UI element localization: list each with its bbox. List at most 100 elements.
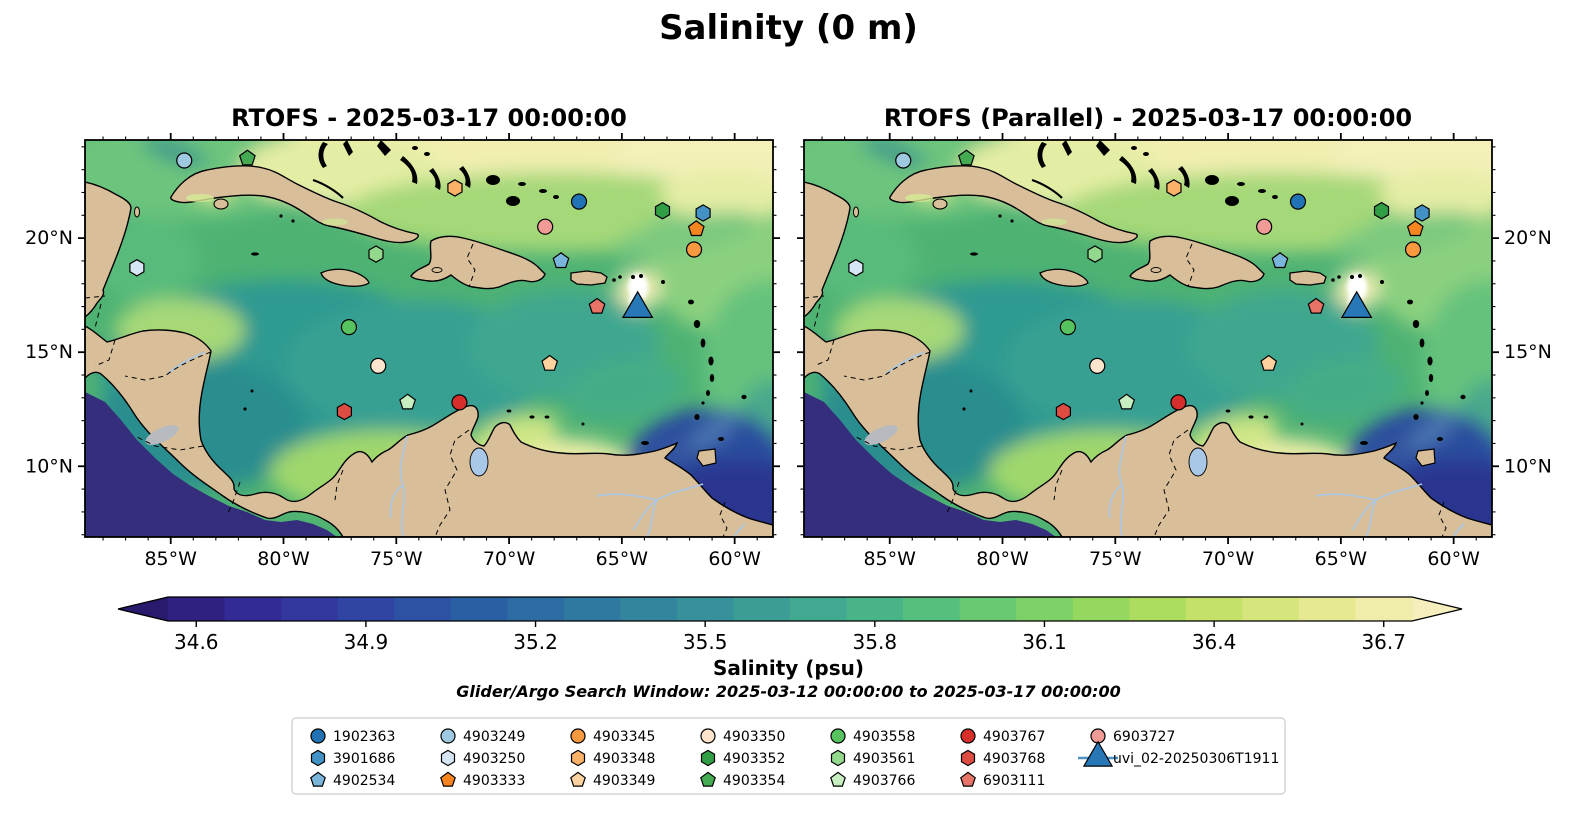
colorbar-label: Salinity (psu) (712, 656, 864, 680)
lon-tick-label: 60°W (1427, 548, 1480, 570)
legend-item-uvi_02-20250306T1911: uvi_02-20250306T1911 (1078, 740, 1279, 767)
legend-label-4903345: 4903345 (593, 729, 655, 745)
legend-label-4903766: 4903766 (853, 773, 915, 789)
colorbar-segment (168, 597, 226, 621)
legend-item-6903727: 6903727 (1090, 728, 1175, 745)
colorbar-extend-high (1412, 597, 1462, 621)
colorbar-segment (1016, 597, 1074, 621)
legend-marker-uvi_02-20250306T1911 (1082, 740, 1114, 767)
lon-tick-label: 85°W (863, 548, 916, 570)
legend-label-4903333: 4903333 (463, 773, 525, 789)
panel-title-rtofs-parallel: RTOFS (Parallel) - 2025-03-17 00:00:00 (883, 104, 1413, 132)
legend-label-4903558: 4903558 (853, 729, 915, 745)
legend-label-4903352: 4903352 (723, 751, 785, 767)
colorbar-tick-label: 36.4 (1192, 630, 1237, 654)
lon-tick-label: 80°W (257, 548, 310, 570)
colorbar-tick-label: 34.9 (344, 630, 389, 654)
legend-marker-4902534 (310, 771, 326, 787)
colorbar-segment (903, 597, 961, 621)
legend-label-6903727: 6903727 (1113, 729, 1175, 745)
colorbar-segment (846, 597, 904, 621)
legend-label-4902534: 4902534 (333, 773, 395, 789)
legend-marker-4903349 (570, 771, 586, 787)
colorbar-segment (337, 597, 395, 621)
figure-title: Salinity (0 m) (659, 8, 918, 48)
legend-marker-4903766 (830, 771, 846, 787)
lon-tick-label: 75°W (370, 548, 423, 570)
colorbar-segment (450, 597, 508, 621)
lat-tick-label: 20°N (1504, 227, 1552, 249)
lon-tick-label: 85°W (144, 548, 197, 570)
legend-marker-4903348 (570, 749, 586, 767)
colorbar-segment (1072, 597, 1130, 621)
legend-item-4903333: 4903333 (440, 771, 525, 789)
lon-tick-label: 70°W (1202, 548, 1255, 570)
legend-marker-4903350 (700, 728, 716, 744)
lon-tick-label: 60°W (708, 548, 761, 570)
legend-item-4903250: 4903250 (440, 749, 525, 767)
legend-item-4903349: 4903349 (570, 771, 655, 789)
lon-tick-label: 80°W (976, 548, 1029, 570)
colorbar-segment (1242, 597, 1300, 621)
legend-label-4903250: 4903250 (463, 751, 525, 767)
lat-tick-label: 15°N (1504, 341, 1552, 363)
legend-label-4903354: 4903354 (723, 773, 785, 789)
legend-marker-4903354 (700, 771, 716, 787)
legend-item-4903348: 4903348 (570, 749, 655, 767)
legend-item-4903768: 4903768 (960, 749, 1045, 767)
colorbar-tick-label: 36.1 (1022, 630, 1067, 654)
search-window-subtitle: Glider/Argo Search Window: 2025-03-12 00… (456, 682, 1121, 701)
legend-label-3901686: 3901686 (333, 751, 395, 767)
legend-item-1902363: 1902363 (310, 728, 395, 745)
legend-item-4903354: 4903354 (700, 771, 785, 789)
colorbar-extend-low (118, 597, 168, 621)
legend-box (291, 717, 1286, 795)
legend-item-4903345: 4903345 (570, 728, 655, 745)
legend-item-3901686: 3901686 (310, 749, 395, 767)
legend-item-4903350: 4903350 (700, 728, 785, 745)
legend-marker-4903352 (700, 749, 716, 767)
lat-tick-label: 10°N (1504, 455, 1552, 477)
map-panel-rtofs (85, 140, 773, 537)
legend-marker-4903767 (960, 728, 976, 744)
map-panel-rtofs-parallel (804, 140, 1492, 537)
colorbar-segment (620, 597, 678, 621)
lon-tick-label: 70°W (483, 548, 536, 570)
legend-label-4903768: 4903768 (983, 751, 1045, 767)
colorbar-segment (394, 597, 452, 621)
legend-marker-4903249 (440, 728, 456, 744)
legend-label-4903561: 4903561 (853, 751, 915, 767)
lon-tick-label: 65°W (1315, 548, 1368, 570)
legend-label-4903767: 4903767 (983, 729, 1045, 745)
colorbar-outline (117, 596, 1463, 622)
legend-marker-4903345 (570, 728, 586, 744)
legend-label-uvi_02-20250306T1911: uvi_02-20250306T1911 (1113, 751, 1279, 767)
legend-marker-3901686 (310, 749, 326, 767)
colorbar-tick-label: 34.6 (174, 630, 219, 654)
colorbar: 34.6 34.9 35.2 35.5 35.8 36.1 36.4 36.7 (117, 596, 1463, 654)
legend-marker-4903558 (830, 728, 846, 744)
legend-item-4903249: 4903249 (440, 728, 525, 745)
colorbar-segment (224, 597, 282, 621)
panel-title-rtofs: RTOFS - 2025-03-17 00:00:00 (231, 104, 627, 132)
legend-label-4903348: 4903348 (593, 751, 655, 767)
lon-tick-label: 75°W (1089, 548, 1142, 570)
colorbar-segment (1298, 597, 1357, 621)
legend-marker-6903727 (1090, 728, 1106, 744)
colorbar-segment (1129, 597, 1187, 621)
colorbar-segment (676, 597, 735, 621)
colorbar-segment (507, 597, 565, 621)
lon-tick-label: 65°W (596, 548, 649, 570)
colorbar-tick-label: 36.7 (1361, 630, 1406, 654)
legend-marker-1902363 (310, 728, 326, 744)
legend: 1902363 3901686 4902534 4903249 4903250 49033… (291, 717, 1286, 795)
legend-item-4903352: 4903352 (700, 749, 785, 767)
legend-item-4903766: 4903766 (830, 771, 915, 789)
legend-marker-4903333 (440, 771, 456, 787)
lat-tick-label: 20°N (25, 227, 73, 249)
legend-item-4903767: 4903767 (960, 728, 1045, 745)
colorbar-segment (959, 597, 1017, 621)
colorbar-tick-label: 35.2 (513, 630, 558, 654)
legend-label-6903111: 6903111 (983, 773, 1045, 789)
